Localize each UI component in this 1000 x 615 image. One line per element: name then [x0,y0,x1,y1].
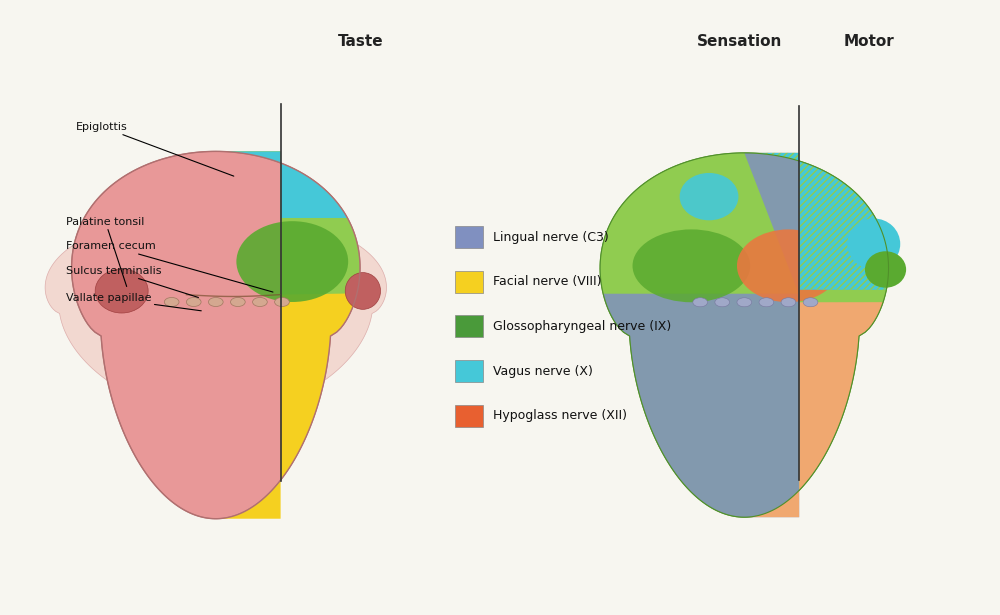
Text: Epiglottis: Epiglottis [76,122,234,176]
Ellipse shape [680,173,738,220]
Circle shape [253,298,267,306]
Ellipse shape [847,218,900,269]
Text: Vallate papillae: Vallate papillae [66,293,201,311]
Polygon shape [216,151,347,218]
Polygon shape [216,151,360,518]
Circle shape [186,298,201,306]
Circle shape [781,298,796,307]
Polygon shape [72,151,360,518]
FancyBboxPatch shape [455,360,483,382]
Text: Vagus nerve (X): Vagus nerve (X) [493,365,593,378]
FancyBboxPatch shape [455,271,483,293]
Ellipse shape [345,272,381,309]
FancyBboxPatch shape [455,315,483,338]
Ellipse shape [236,221,348,302]
Text: Palatine tonsil: Palatine tonsil [66,217,145,287]
Text: Sensation: Sensation [697,34,782,49]
Ellipse shape [633,229,750,302]
Circle shape [208,298,223,306]
Ellipse shape [865,252,906,288]
Text: Facial nerve (VIII): Facial nerve (VIII) [493,276,602,288]
Circle shape [275,298,289,306]
FancyBboxPatch shape [455,405,483,427]
Text: Hypoglass nerve (XII): Hypoglass nerve (XII) [493,410,627,423]
Circle shape [231,298,245,306]
Circle shape [164,298,179,306]
Polygon shape [600,153,799,517]
Ellipse shape [737,229,840,302]
Circle shape [803,298,818,307]
Ellipse shape [95,269,148,313]
Text: Lingual nerve (C3): Lingual nerve (C3) [493,231,609,244]
Circle shape [759,298,774,307]
Text: Foramen cecum: Foramen cecum [66,241,273,292]
Text: Glossopharyngeal nerve (IX): Glossopharyngeal nerve (IX) [493,320,671,333]
Polygon shape [45,212,386,414]
Polygon shape [744,153,889,290]
FancyBboxPatch shape [455,226,483,248]
Circle shape [693,298,708,307]
Circle shape [737,298,752,307]
Text: Taste: Taste [338,34,383,49]
Polygon shape [744,153,889,517]
Polygon shape [600,153,889,517]
Text: Motor: Motor [844,34,894,49]
Polygon shape [600,153,799,295]
Polygon shape [744,153,889,302]
Circle shape [715,298,730,307]
Polygon shape [216,151,360,295]
Text: Sulcus terminalis: Sulcus terminalis [66,266,198,298]
